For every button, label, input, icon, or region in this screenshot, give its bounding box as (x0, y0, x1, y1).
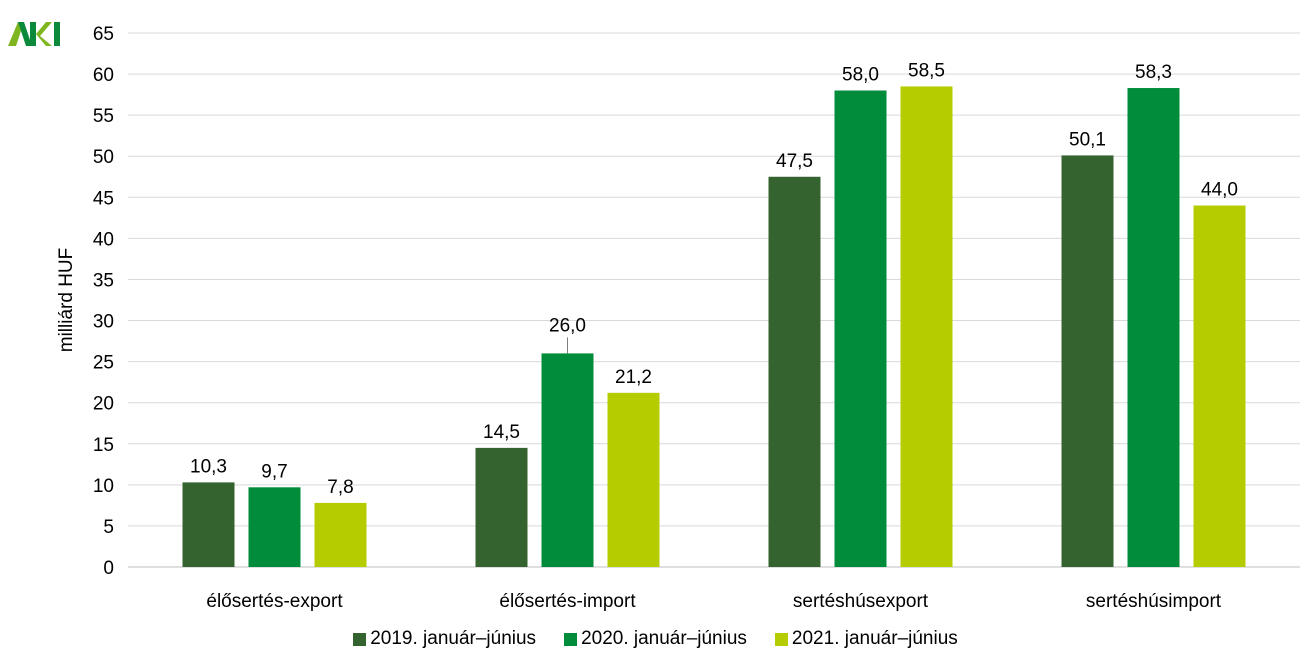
y-tick-label: 60 (93, 65, 114, 86)
data-label: 26,0 (549, 315, 586, 336)
data-label: 58,0 (842, 65, 879, 86)
data-label: 7,8 (327, 477, 353, 498)
data-label: 58,5 (908, 60, 945, 81)
y-tick-label: 25 (93, 353, 114, 374)
x-tick-label: élősertés-import (499, 591, 636, 612)
bar (475, 447, 528, 567)
data-label: 14,5 (483, 422, 520, 443)
data-label: 50,1 (1069, 129, 1106, 150)
x-tick-label: sertéshúsimport (1086, 591, 1222, 612)
y-tick-label: 10 (93, 476, 114, 497)
legend-label: 2021. január–június (791, 628, 958, 649)
y-tick-label: 0 (103, 558, 114, 579)
data-label: 9,7 (261, 461, 287, 482)
bar (768, 176, 821, 567)
y-tick-label: 20 (93, 394, 114, 415)
bar (900, 86, 953, 568)
data-label: 47,5 (776, 151, 813, 172)
legend-item-2020: 2020. január–június (564, 628, 747, 650)
legend-label: 2020. január–június (581, 628, 747, 649)
y-tick-label: 30 (93, 312, 114, 333)
data-label: 58,3 (1135, 62, 1172, 83)
y-tick-label: 5 (103, 517, 114, 538)
legend: 2019. január–június 2020. január–június … (0, 628, 1311, 650)
bar-chart: 0 5 10 15 20 25 30 35 40 45 50 55 60 65 milliárd HUF él… (56, 24, 1300, 612)
bar (182, 482, 235, 567)
y-tick-label: 35 (93, 270, 114, 291)
legend-swatch (774, 632, 788, 646)
bar (1061, 155, 1114, 567)
y-axis-label: milliárd HUF (56, 248, 77, 353)
legend-swatch (353, 632, 367, 646)
data-label: 21,2 (615, 367, 652, 388)
y-tick-label: 45 (93, 188, 114, 209)
bar (834, 90, 887, 567)
data-label: 10,3 (190, 456, 227, 477)
x-tick-label: élősertés-export (206, 591, 343, 612)
x-tick-label: sertéshúsexport (793, 591, 929, 612)
bar (541, 353, 594, 567)
legend-label: 2019. január–június (370, 628, 537, 649)
aki-logo (8, 22, 60, 46)
bar (607, 392, 660, 567)
bar (1127, 88, 1180, 567)
legend-swatch (564, 632, 578, 646)
y-tick-label: 65 (93, 24, 114, 45)
y-tick-label: 50 (93, 147, 114, 168)
data-label: 44,0 (1201, 180, 1238, 201)
legend-item-2019: 2019. január–június (353, 628, 536, 650)
y-tick-label: 15 (93, 435, 114, 456)
bar (248, 487, 301, 567)
y-tick-label: 40 (93, 229, 114, 250)
legend-item-2021: 2021. január–június (774, 628, 958, 650)
y-tick-label: 55 (93, 106, 114, 127)
bar (314, 502, 367, 567)
bar (1193, 205, 1246, 567)
